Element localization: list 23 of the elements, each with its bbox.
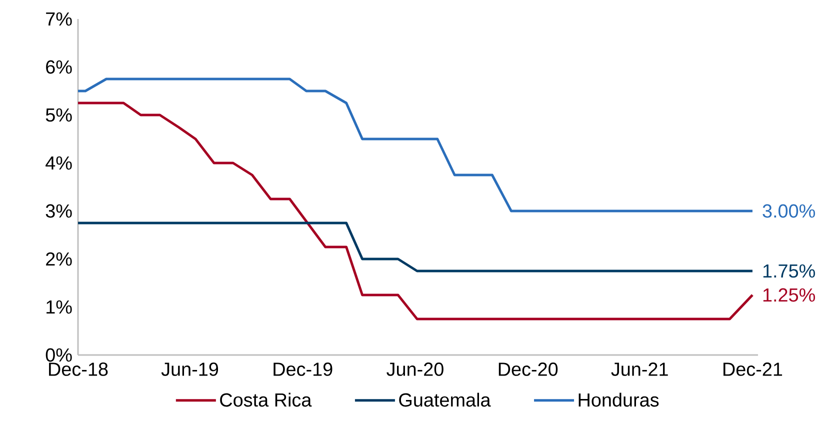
y-tick-label: 3% (46, 204, 72, 218)
x-tick-label: Jun-19 (161, 362, 218, 376)
line-series (76, 102, 754, 320)
x-tick-label: Jun-20 (386, 362, 444, 376)
x-tick-label: Jun-21 (611, 362, 668, 376)
y-tick-label: 5% (46, 108, 72, 122)
y-tick-label: 1% (46, 300, 72, 314)
annotation: 3.00% (762, 204, 815, 218)
line-series (76, 78, 754, 212)
x-tick-label: Dec-18 (49, 362, 108, 376)
legend-label: Guatemala (399, 392, 491, 407)
y-tick-label: 4% (46, 156, 72, 170)
legend-label: Honduras (578, 392, 659, 407)
annotation: 1.25% (763, 288, 815, 302)
y-tick-label: 2% (46, 252, 72, 266)
y-tick-label: 6% (46, 60, 72, 74)
legend-label: Costa Rica (220, 392, 312, 407)
annotation: 1.75% (763, 264, 815, 278)
x-tick-label: Dec-19 (274, 362, 332, 376)
x-tick-label: Dec-21 (724, 362, 782, 376)
x-tick-label: Dec-20 (498, 362, 558, 376)
y-tick-label: 0% (46, 348, 72, 362)
y-tick-label: 7% (46, 12, 72, 26)
